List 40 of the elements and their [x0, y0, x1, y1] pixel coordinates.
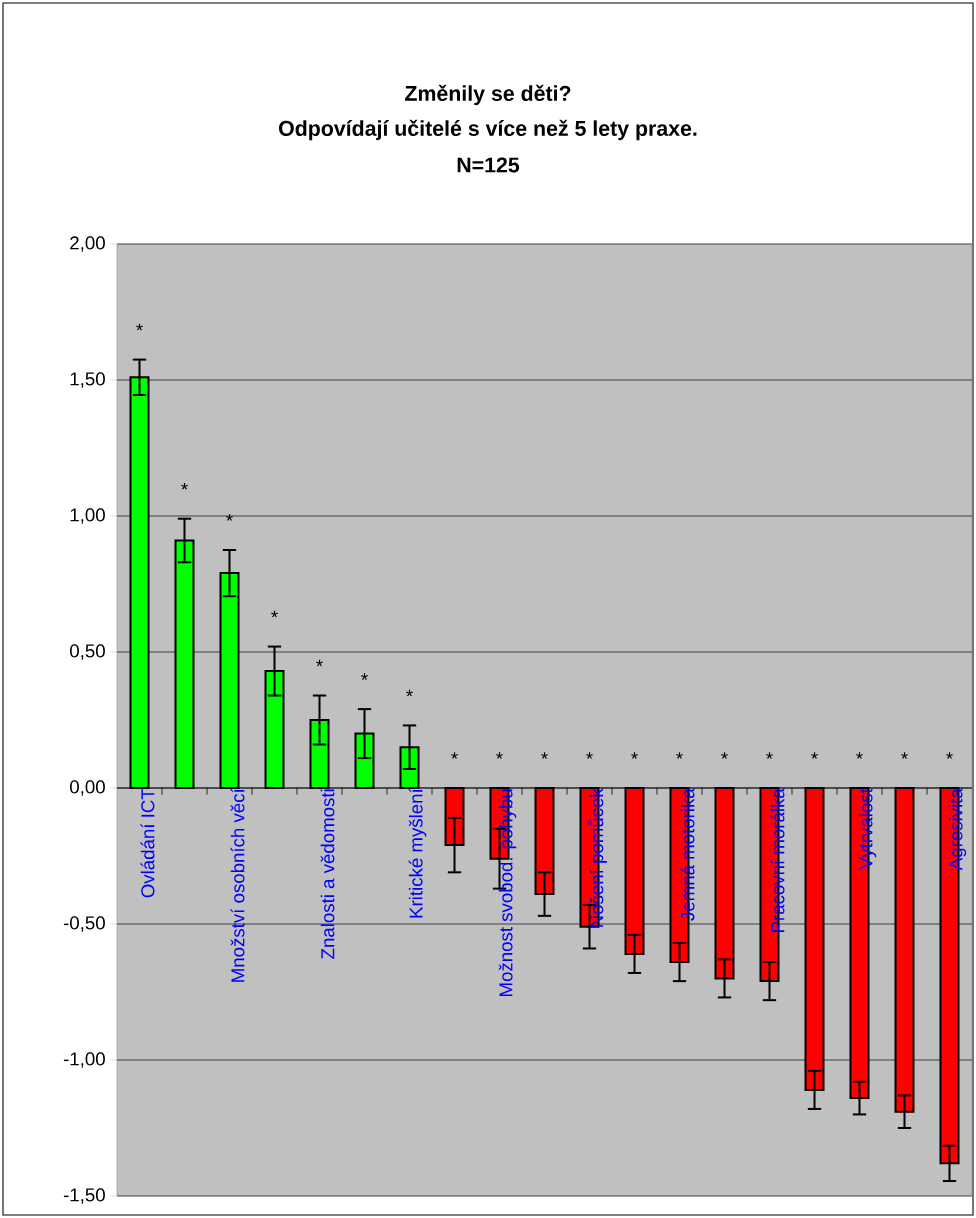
- x-tick-label: Vytrvalost: [858, 788, 877, 870]
- y-tick-label: 1,50: [70, 372, 105, 388]
- annotation: *: [541, 752, 548, 759]
- text: N=125: [457, 157, 520, 173]
- annotation: *: [361, 673, 368, 680]
- annotation: *: [631, 752, 638, 759]
- x-tick-label: Pracovní morálka: [770, 788, 785, 932]
- x-tick-label: Možnost svobod. pohybu: [498, 789, 517, 997]
- annotation: *: [901, 752, 908, 759]
- x-tick-label: Množství osobních věcí: [230, 788, 245, 982]
- y-tick-label: 0,50: [70, 644, 105, 660]
- y-tick-label: -0,50: [63, 916, 105, 932]
- annotation: *: [496, 752, 503, 759]
- annotation: *: [406, 689, 413, 697]
- y-tick-label: 1,00: [70, 508, 105, 524]
- annotation: *: [136, 323, 143, 331]
- x-tick-label: Jemná motorika: [680, 788, 695, 921]
- annotation: *: [271, 610, 278, 618]
- annotation: *: [946, 752, 953, 759]
- annotation: *: [586, 752, 593, 759]
- y-tick-label: -1,00: [63, 1052, 105, 1068]
- chart-title: Změnily se děti?: [405, 84, 571, 106]
- annotation: *: [316, 659, 323, 667]
- annotation: *: [181, 482, 188, 490]
- x-tick-label: Kritické myšlení: [408, 788, 427, 918]
- y-tick-label: 0,00: [70, 780, 105, 796]
- x-tick-label: Znalosti a vědomosti: [320, 789, 335, 959]
- annotation: *: [856, 752, 863, 759]
- annotation: *: [676, 752, 683, 759]
- x-tick-label: Ovládání ICT: [140, 788, 155, 898]
- chart-subtitle: Odpovídají učitelé s více než 5 lety praxe.: [279, 119, 697, 141]
- annotation: *: [721, 752, 728, 759]
- y-tick-label: -1,50: [63, 1188, 105, 1204]
- annotation: *: [226, 514, 233, 521]
- annotation: *: [766, 752, 773, 759]
- y-tick-label: 2,00: [70, 236, 105, 252]
- x-tick-label: Agresivita: [948, 788, 967, 871]
- annotation: *: [451, 752, 458, 759]
- annotation: *: [811, 752, 818, 759]
- x-tick-label: Nošení pomůcek: [588, 788, 607, 927]
